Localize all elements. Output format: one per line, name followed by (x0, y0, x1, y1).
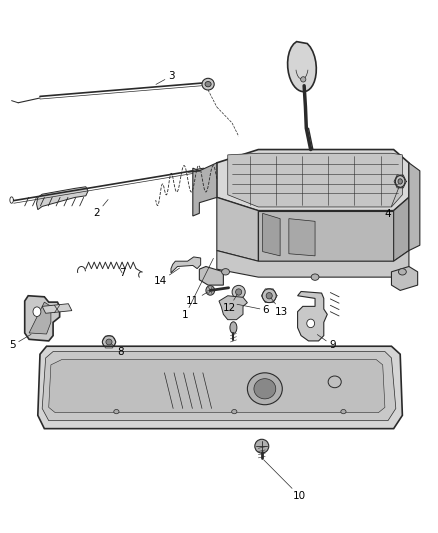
Ellipse shape (230, 322, 237, 334)
Ellipse shape (247, 373, 283, 405)
Polygon shape (288, 42, 316, 92)
Text: 14: 14 (153, 268, 180, 286)
Polygon shape (217, 197, 258, 261)
Polygon shape (394, 197, 409, 261)
Ellipse shape (114, 409, 119, 414)
Polygon shape (392, 266, 418, 290)
Polygon shape (289, 219, 315, 256)
Ellipse shape (205, 82, 211, 87)
Text: 11: 11 (186, 292, 208, 306)
Ellipse shape (222, 269, 230, 275)
Text: 4: 4 (385, 187, 399, 220)
Ellipse shape (341, 409, 346, 414)
Polygon shape (38, 346, 403, 429)
Ellipse shape (399, 269, 406, 275)
Text: 3: 3 (156, 71, 174, 84)
Ellipse shape (266, 293, 272, 299)
Polygon shape (171, 257, 201, 273)
Polygon shape (297, 292, 327, 341)
Ellipse shape (102, 336, 116, 349)
Text: 5: 5 (9, 334, 31, 350)
Ellipse shape (232, 409, 237, 414)
Ellipse shape (232, 285, 245, 298)
Polygon shape (193, 163, 217, 216)
Text: 12: 12 (223, 294, 237, 313)
Text: 6: 6 (237, 304, 269, 315)
Text: 2: 2 (93, 199, 108, 219)
Polygon shape (263, 213, 280, 256)
Polygon shape (197, 168, 204, 173)
Text: 10: 10 (264, 460, 306, 501)
Polygon shape (36, 187, 88, 209)
Ellipse shape (328, 376, 341, 387)
Polygon shape (217, 150, 409, 211)
Polygon shape (219, 296, 247, 320)
Ellipse shape (255, 439, 269, 453)
Ellipse shape (33, 307, 41, 317)
Text: 1: 1 (182, 259, 213, 320)
Ellipse shape (311, 274, 319, 280)
Ellipse shape (202, 78, 214, 90)
Polygon shape (42, 352, 396, 421)
Ellipse shape (106, 339, 112, 345)
Ellipse shape (236, 289, 242, 295)
Ellipse shape (206, 286, 215, 295)
Ellipse shape (262, 289, 276, 303)
Ellipse shape (300, 77, 306, 82)
Ellipse shape (396, 175, 405, 187)
Ellipse shape (398, 179, 403, 184)
Text: 8: 8 (111, 344, 124, 357)
Polygon shape (228, 154, 403, 207)
Polygon shape (29, 302, 51, 334)
Polygon shape (199, 266, 223, 285)
Polygon shape (409, 163, 420, 251)
Polygon shape (42, 304, 72, 313)
Text: 13: 13 (271, 298, 288, 317)
Ellipse shape (254, 378, 276, 399)
Polygon shape (25, 296, 60, 341)
Polygon shape (217, 251, 409, 277)
Text: 7: 7 (119, 268, 125, 278)
Polygon shape (258, 211, 394, 261)
Polygon shape (49, 360, 385, 413)
Text: 9: 9 (317, 335, 336, 350)
Ellipse shape (307, 319, 314, 328)
